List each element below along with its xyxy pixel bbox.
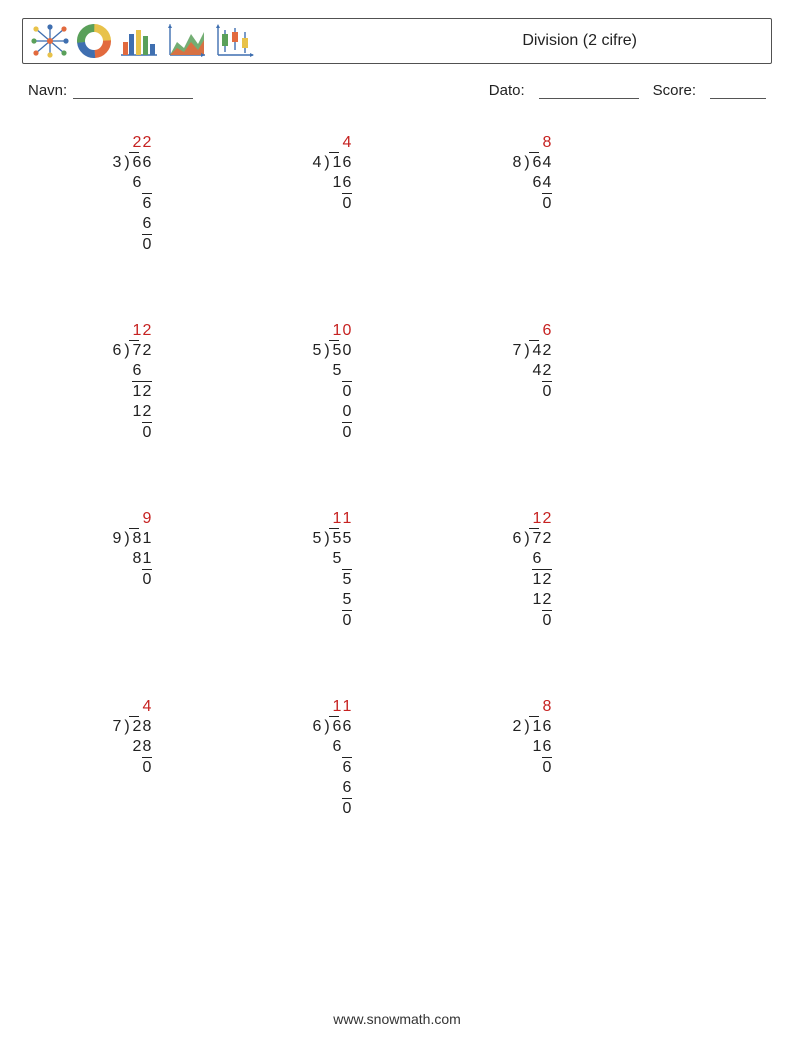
date-blank[interactable] xyxy=(539,84,639,99)
work-row: 0000 xyxy=(112,422,312,443)
quotient: 0022 xyxy=(112,133,312,153)
work-row: 0060 xyxy=(112,173,312,193)
division-problem: 00223)660060000600060000 xyxy=(112,133,312,255)
work-row: 0000 xyxy=(312,422,512,443)
work-row: 0000 xyxy=(512,610,712,631)
name-blank[interactable] xyxy=(73,84,193,99)
division-problem: 00115)550050000500050000 xyxy=(312,509,512,631)
work-row: 0012 xyxy=(512,569,712,590)
work-row: 0006 xyxy=(312,778,512,798)
score-label: Score: xyxy=(653,82,696,99)
division-problem: 00126)720060001200120000 xyxy=(512,509,712,631)
work-row: 0005 xyxy=(312,569,512,590)
header-bar: Division (2 cifre) xyxy=(22,18,772,64)
dividend-row: 7)42 xyxy=(512,341,712,361)
work-row: 0050 xyxy=(312,549,512,569)
quotient: 0012 xyxy=(512,509,712,529)
work-row: 0000 xyxy=(512,381,712,402)
division-problem: 00082)1600160000 xyxy=(512,697,712,819)
quotient: 0010 xyxy=(312,321,512,341)
division-problem: 00044)1600160000 xyxy=(312,133,512,255)
division-problem: 00088)6400640000 xyxy=(512,133,712,255)
dividend-row: 5)55 xyxy=(312,529,512,549)
dividend-row: 7)28 xyxy=(112,717,312,737)
dividend-row: 8)64 xyxy=(512,153,712,173)
division-problem: 00105)500050000000000000 xyxy=(312,321,512,443)
quotient: 0008 xyxy=(512,133,712,153)
work-row: 0006 xyxy=(112,214,312,234)
quotient: 0011 xyxy=(312,697,512,717)
quotient: 0004 xyxy=(312,133,512,153)
quotient: 0011 xyxy=(312,509,512,529)
date-label: Dato: xyxy=(489,82,525,99)
work-row: 0006 xyxy=(112,193,312,214)
work-row: 0064 xyxy=(512,173,712,193)
work-row: 0000 xyxy=(312,610,512,631)
work-row: 0000 xyxy=(312,193,512,214)
candlestick-icon xyxy=(215,24,255,58)
info-line: Navn: Dato: Score: xyxy=(28,82,766,99)
work-row: 0000 xyxy=(512,193,712,214)
work-row: 0000 xyxy=(112,757,312,778)
division-problem: 00099)8100810000 xyxy=(112,509,312,631)
header-icons xyxy=(31,24,255,58)
work-row: 0016 xyxy=(312,173,512,193)
division-problem: 00047)2800280000 xyxy=(112,697,312,819)
dividend-row: 6)72 xyxy=(512,529,712,549)
work-row: 0006 xyxy=(312,757,512,778)
quotient: 0004 xyxy=(112,697,312,717)
dividend-row: 9)81 xyxy=(112,529,312,549)
bar-icon xyxy=(119,24,159,58)
network-icon xyxy=(31,24,69,58)
quotient: 0009 xyxy=(112,509,312,529)
work-row: 0000 xyxy=(512,757,712,778)
score-blank[interactable] xyxy=(710,84,766,99)
work-row: 0005 xyxy=(312,590,512,610)
work-row: 0000 xyxy=(112,569,312,590)
division-problem: 00126)720060001200120000 xyxy=(112,321,312,443)
donut-icon xyxy=(77,24,111,58)
work-row: 0060 xyxy=(112,361,312,381)
quotient: 0012 xyxy=(112,321,312,341)
work-row: 0060 xyxy=(512,549,712,569)
area-icon xyxy=(167,24,207,58)
work-row: 0028 xyxy=(112,737,312,757)
worksheet-title: Division (2 cifre) xyxy=(522,32,637,50)
work-row: 0042 xyxy=(512,361,712,381)
work-row: 0012 xyxy=(112,381,312,402)
work-row: 0012 xyxy=(112,402,312,422)
work-row: 0000 xyxy=(312,798,512,819)
work-row: 0081 xyxy=(112,549,312,569)
dividend-row: 5)50 xyxy=(312,341,512,361)
dividend-row: 2)16 xyxy=(512,717,712,737)
work-row: 0012 xyxy=(512,590,712,610)
quotient: 0008 xyxy=(512,697,712,717)
work-row: 0050 xyxy=(312,361,512,381)
dividend-row: 3)66 xyxy=(112,153,312,173)
division-problem: 00116)660060000600060000 xyxy=(312,697,512,819)
division-problem: 00067)4200420000 xyxy=(512,321,712,443)
quotient: 0006 xyxy=(512,321,712,341)
work-row: 0000 xyxy=(312,402,512,422)
dividend-row: 6)66 xyxy=(312,717,512,737)
work-row: 0016 xyxy=(512,737,712,757)
name-label: Navn: xyxy=(28,82,67,99)
dividend-row: 4)16 xyxy=(312,153,512,173)
work-row: 0000 xyxy=(312,381,512,402)
dividend-row: 6)72 xyxy=(112,341,312,361)
footer-url: www.snowmath.com xyxy=(0,1011,794,1027)
work-row: 0000 xyxy=(112,234,312,255)
problems-grid: 00223)66006000060006000000044)1600160000… xyxy=(22,133,772,819)
work-row: 0060 xyxy=(312,737,512,757)
